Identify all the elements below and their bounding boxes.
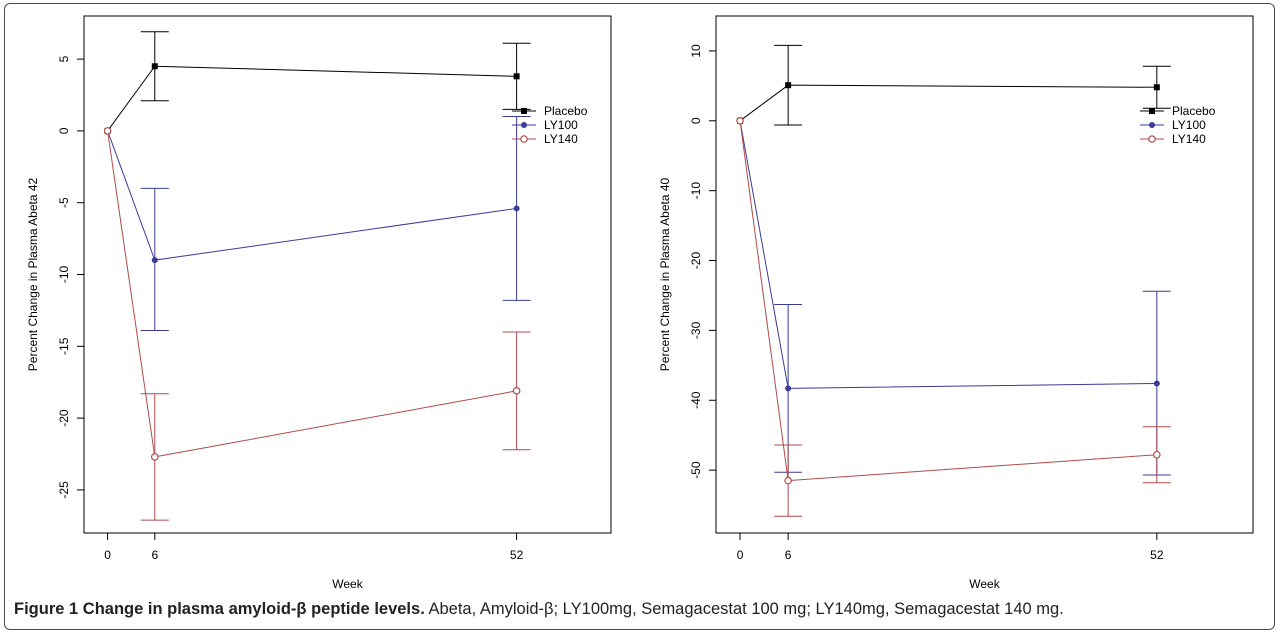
point-ly100 <box>785 385 792 392</box>
y-tick-label: -15 <box>57 337 71 355</box>
plot-frame <box>715 15 1254 534</box>
legend-marker-ly140 <box>520 135 528 143</box>
y-tick-label: -50 <box>689 461 703 479</box>
legend-marker-placebo <box>521 108 527 114</box>
x-tick-label: 52 <box>510 548 524 562</box>
point-ly140 <box>512 387 521 395</box>
series-line-ly140 <box>739 120 1157 482</box>
figure-caption: Figure 1 Change in plasma amyloid-β pept… <box>14 600 1064 619</box>
point-placebo <box>151 63 158 70</box>
y-tick-label: -25 <box>57 481 71 499</box>
series-line-placebo <box>739 84 1157 122</box>
figure-frame <box>4 3 1275 630</box>
legend-label-ly140: LY140 <box>544 132 578 146</box>
y-tick-label: 10 <box>689 44 703 58</box>
y-tick-label: -10 <box>57 266 71 284</box>
point-ly140 <box>1153 450 1161 459</box>
y-axis-label: Percent Change in Plasma Abeta 40 <box>658 177 672 371</box>
point-placebo <box>513 73 520 80</box>
y-tick-label: -5 <box>57 197 71 208</box>
x-axis-label: Week <box>969 577 1000 591</box>
legend-marker-ly140 <box>1148 135 1156 143</box>
legend-label-placebo: Placebo <box>1172 104 1216 118</box>
figure-label: Figure 1 <box>14 600 79 618</box>
y-tick-label: -10 <box>689 182 703 200</box>
y-tick-label: 0 <box>689 117 703 124</box>
x-tick-label: 0 <box>737 548 744 562</box>
x-tick-label: 6 <box>785 548 792 562</box>
y-tick-label: 0 <box>57 127 71 134</box>
series-line-ly140 <box>107 130 517 458</box>
x-axis-label: Week <box>332 577 363 591</box>
chart-abeta40: 10 0 -10 -20 -30 -40 -50 0 6 52 Week Percent Change… <box>658 15 1254 591</box>
legend-marker-ly100 <box>521 122 527 128</box>
legend-label-placebo: Placebo <box>544 104 588 118</box>
point-ly140 <box>150 453 159 461</box>
x-tick-label: 6 <box>151 548 158 562</box>
point-ly140 <box>784 476 792 485</box>
y-tick-label: -20 <box>689 252 703 270</box>
figure-caption-text: Abeta, Amyloid-β; LY100mg, Semagacestat … <box>428 600 1064 618</box>
series-line-placebo <box>107 65 517 132</box>
legend-label-ly140: LY140 <box>1172 132 1206 146</box>
y-tick-label: -40 <box>689 391 703 409</box>
y-tick-label: 5 <box>57 55 71 62</box>
point-placebo <box>1153 84 1160 91</box>
x-tick-label: 52 <box>1150 548 1164 562</box>
y-tick-label: -20 <box>57 409 71 427</box>
point-ly100 <box>513 205 520 212</box>
legend-marker-ly100 <box>1149 122 1155 128</box>
point-ly100 <box>151 257 158 264</box>
series-line-ly100 <box>739 120 1157 389</box>
x-tick-label: 0 <box>104 548 111 562</box>
point-ly140 <box>103 127 112 135</box>
legend-marker-placebo <box>1149 108 1155 114</box>
y-axis-label: Percent Change in Plasma Abeta 42 <box>26 177 40 371</box>
chart-abeta42: 5 0 -5 -10 -15 -20 -25 0 6 52 Week Percent Change i… <box>26 15 612 591</box>
legend-label-ly100: LY100 <box>1172 118 1206 132</box>
figure-title: Change in plasma amyloid-β peptide level… <box>82 600 425 618</box>
point-ly140 <box>736 116 744 125</box>
point-placebo <box>785 82 792 89</box>
series-line-ly100 <box>107 130 517 261</box>
legend-label-ly100: LY100 <box>544 118 578 132</box>
y-tick-label: -30 <box>689 321 703 339</box>
point-ly100 <box>1153 380 1160 387</box>
